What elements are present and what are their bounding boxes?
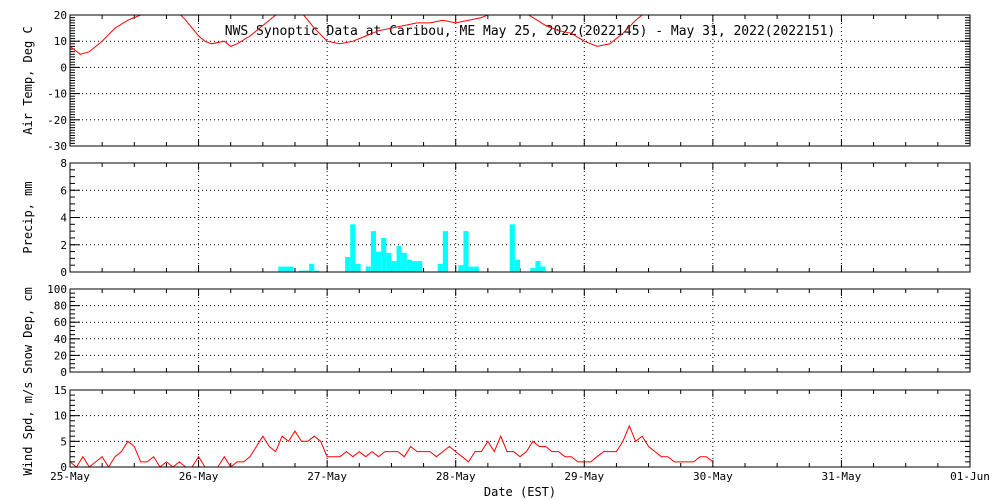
wind-y-tick-label: 15 bbox=[54, 384, 67, 397]
x-tick-label: 28-May bbox=[436, 470, 476, 483]
temp-y-tick-label: -20 bbox=[47, 114, 67, 127]
precip-y-tick-label: 0 bbox=[60, 266, 67, 279]
temp-frame bbox=[69, 14, 971, 147]
precip-bar bbox=[314, 270, 320, 272]
precip-bar bbox=[437, 263, 443, 272]
x-tick-label: 01-Jun bbox=[950, 470, 990, 483]
temp-series-line bbox=[70, 15, 643, 55]
wind-y-tick-label: 0 bbox=[60, 461, 67, 474]
chart-title: NWS Synoptic Data at Caribou, ME May 25,… bbox=[225, 24, 835, 39]
precip-bar bbox=[458, 265, 464, 272]
precip-data bbox=[278, 224, 546, 272]
wind-data bbox=[70, 424, 714, 467]
precip-bar bbox=[298, 270, 304, 272]
x-axis-label: Date (EST) bbox=[484, 485, 556, 499]
precip-bar bbox=[401, 252, 407, 272]
precip-bar bbox=[530, 267, 536, 272]
x-tick-label: 30-May bbox=[693, 470, 733, 483]
precip-bar bbox=[278, 266, 284, 272]
x-tick-label: 31-May bbox=[822, 470, 862, 483]
precip-y-tick-label: 2 bbox=[60, 239, 67, 252]
snow-y-tick-label: 0 bbox=[60, 366, 67, 379]
snow-panel: 0 20 40 60 80 100 Snow Dep, cm bbox=[21, 283, 971, 379]
snow-y-tick-label: 60 bbox=[54, 316, 67, 329]
precip-y-tick-label: 6 bbox=[60, 184, 67, 197]
wind-y-tick-label: 5 bbox=[60, 435, 67, 448]
precip-y-axis-label: Precip, mm bbox=[21, 181, 35, 253]
temp-y-tick-label: -10 bbox=[47, 88, 67, 101]
wind-y-tick-label: 10 bbox=[54, 410, 67, 423]
precip-bar bbox=[376, 251, 382, 272]
precip-bar bbox=[386, 252, 392, 272]
precip-bar bbox=[365, 266, 371, 272]
temp-y-axis-label: Air Temp, Deg C bbox=[21, 26, 35, 134]
precip-bar bbox=[509, 224, 515, 272]
precip-bar bbox=[391, 261, 397, 272]
temp-y-tick-label: 10 bbox=[54, 35, 67, 48]
precip-bar bbox=[355, 263, 361, 272]
temp-y-tick-label: 0 bbox=[60, 61, 67, 74]
x-tick-label: 27-May bbox=[307, 470, 347, 483]
precip-bar bbox=[417, 261, 423, 272]
x-tick-label: 29-May bbox=[564, 470, 604, 483]
snow-y-tick-label: 20 bbox=[54, 349, 67, 362]
x-tick-label: 26-May bbox=[179, 470, 219, 483]
precip-bar bbox=[304, 270, 310, 272]
precip-bar bbox=[283, 266, 289, 272]
wind-frame bbox=[69, 389, 971, 468]
precip-frame bbox=[69, 162, 971, 273]
precip-bar bbox=[370, 231, 376, 272]
precip-y-tick-label: 4 bbox=[60, 212, 67, 225]
snow-y-tick-label: 40 bbox=[54, 333, 67, 346]
precip-panel: 0 2 4 6 8 Precip, mm bbox=[21, 157, 971, 279]
wind-y-axis-label: Wind Spd, m/s bbox=[21, 382, 35, 476]
precip-bar bbox=[309, 263, 315, 272]
precip-bar bbox=[406, 259, 412, 272]
wind-panel: 0 5 10 15 Wind Spd, m/s 25-May 26-May 27-May 28-… bbox=[21, 382, 990, 483]
precip-y-tick-label: 8 bbox=[60, 157, 67, 170]
temp-y-tick-label: -30 bbox=[47, 140, 67, 153]
temp-panel: -30 -20 -10 0 10 20 Air Temp, Deg C bbox=[21, 9, 971, 153]
snow-y-tick-label: 80 bbox=[54, 300, 67, 313]
temp-data bbox=[70, 15, 643, 55]
precip-bar bbox=[288, 266, 294, 272]
panels-group: -30 -20 -10 0 10 20 Air Temp, Deg C 0 2 4 6 8 Precip… bbox=[21, 9, 990, 483]
precip-bar bbox=[535, 261, 541, 272]
precip-bar bbox=[463, 231, 469, 272]
temp-y-tick-label: 20 bbox=[54, 9, 67, 22]
precip-bar bbox=[412, 261, 418, 272]
precip-bar bbox=[514, 259, 520, 272]
x-tick-label: 25-May bbox=[50, 470, 90, 483]
snow-y-axis-label: Snow Dep, cm bbox=[21, 287, 35, 374]
snow-frame bbox=[69, 288, 971, 373]
precip-bar bbox=[468, 266, 474, 272]
precip-bar bbox=[350, 224, 356, 272]
wind-series-line bbox=[70, 424, 714, 467]
precip-bar bbox=[473, 266, 479, 272]
precip-bar bbox=[442, 231, 448, 272]
precip-bar bbox=[540, 266, 546, 272]
precip-bar bbox=[345, 257, 351, 272]
snow-y-tick-label: 100 bbox=[47, 283, 67, 296]
precip-bar bbox=[381, 237, 387, 272]
precip-bar bbox=[396, 246, 402, 272]
